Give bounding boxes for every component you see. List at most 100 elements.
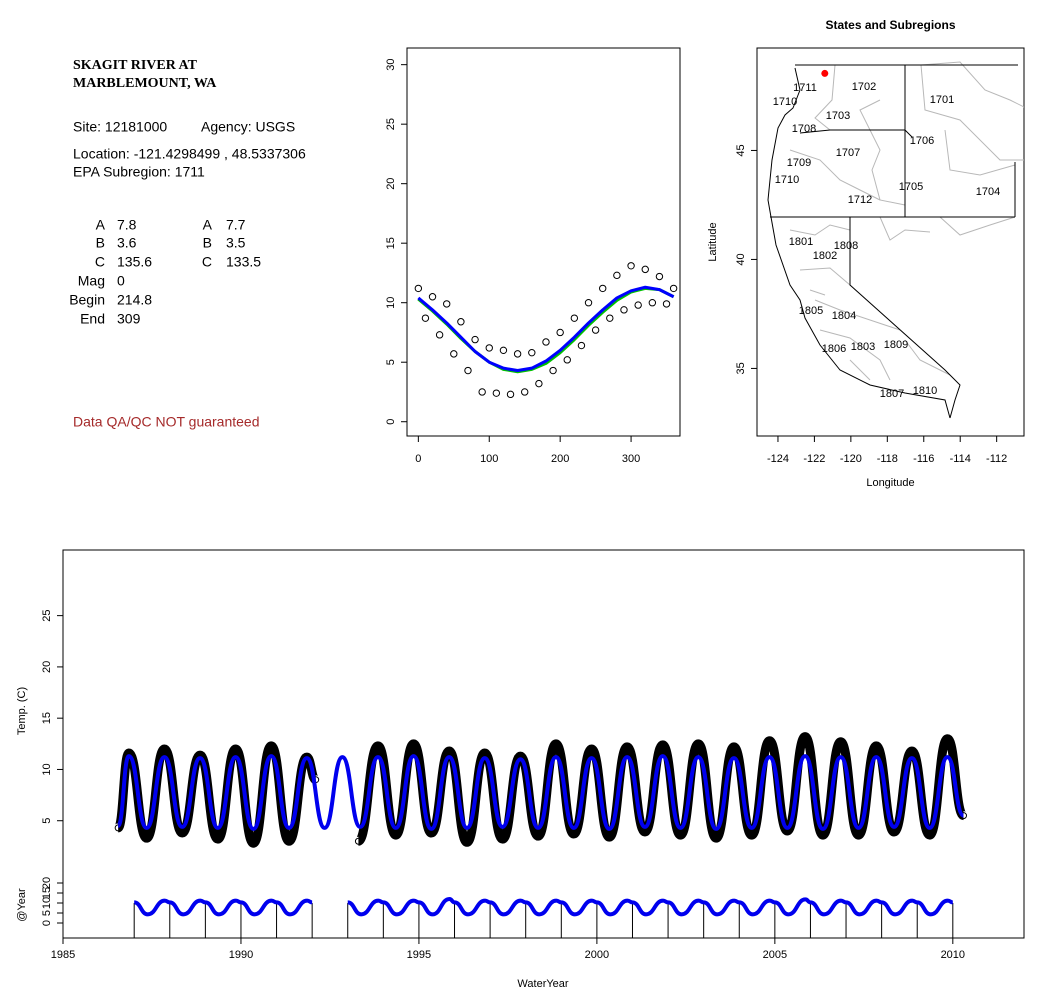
x-tick-label: 300 — [622, 453, 640, 465]
y-tick-label: 10 — [41, 897, 53, 909]
x-tick-label: 1995 — [407, 949, 431, 961]
map-boundaries — [767, 61, 1024, 419]
data-point — [535, 379, 543, 388]
parameter-label: A — [203, 217, 213, 233]
data-point — [143, 834, 151, 842]
data-point — [214, 835, 222, 843]
y-tick-label: 20 — [385, 178, 397, 190]
parameter-value: 133.5 — [226, 254, 261, 270]
x-tick-label: 200 — [551, 453, 569, 465]
parameter-label: Mag — [78, 273, 105, 289]
data-point — [872, 742, 880, 750]
region-label: 1710 — [775, 174, 799, 186]
region-label: 1808 — [834, 240, 858, 252]
region-label: 1703 — [826, 110, 850, 122]
region-label: 1708 — [792, 123, 816, 135]
location: Location: -121.4298499 , 48.5337306 — [73, 146, 306, 162]
region-label: 1809 — [884, 339, 908, 351]
parameter-value: 7.7 — [226, 217, 246, 233]
data-point — [506, 390, 515, 399]
site-marker — [821, 69, 829, 77]
region-label: 1801 — [789, 236, 813, 248]
region-label: 1805 — [799, 305, 823, 317]
data-point — [478, 388, 486, 396]
x-tick-label: 1985 — [51, 949, 75, 961]
x-axis-label: WaterYear — [517, 978, 568, 990]
y-tick-label: 5 — [41, 910, 53, 916]
parameter-value: 309 — [117, 311, 141, 327]
site-id: Site: 12181000 — [73, 119, 167, 135]
y-axis-label: Latitude — [707, 222, 719, 261]
plot-frame — [756, 47, 1025, 437]
data-point — [641, 828, 649, 836]
data-point — [285, 837, 293, 845]
data-point — [160, 745, 168, 753]
data-point — [445, 747, 453, 755]
data-point — [694, 740, 702, 748]
y-axis-label: @Year — [16, 888, 28, 922]
plot-frame — [62, 549, 1025, 939]
x-tick-label: -112 — [986, 453, 1007, 465]
parameter-value: 3.5 — [226, 235, 246, 251]
data-point — [463, 838, 471, 846]
region-label: 1807 — [880, 388, 904, 400]
data-point — [521, 388, 529, 396]
fit-line — [417, 285, 675, 373]
station-title: MARBLEMOUNT, WA — [73, 76, 217, 91]
data-point — [677, 831, 685, 839]
data-point — [659, 741, 667, 749]
region-label: 1702 — [852, 81, 876, 93]
x-tick-label: -120 — [840, 453, 862, 465]
data-point — [641, 265, 649, 274]
data-point — [837, 738, 845, 746]
data-point — [584, 298, 593, 307]
y-tick-label: 25 — [385, 118, 397, 130]
data-point — [534, 832, 542, 840]
data-point — [801, 733, 809, 741]
y-tick-label: 0 — [385, 419, 397, 425]
map-title: States and Subregions — [825, 18, 955, 32]
data-point — [570, 314, 579, 322]
parameter-label: C — [95, 254, 105, 270]
y-tick-label: 5 — [41, 818, 53, 824]
data-point — [528, 348, 536, 357]
parameter-label: A — [96, 217, 106, 233]
data-point — [421, 314, 430, 322]
data-point — [605, 833, 613, 841]
region-label: 1804 — [832, 310, 856, 322]
data-point — [450, 350, 458, 358]
station-title: SKAGIT RIVER AT — [73, 58, 198, 73]
parameter-label: B — [203, 235, 212, 251]
x-tick-label: -118 — [877, 453, 898, 465]
region-label: 1803 — [851, 341, 875, 353]
x-tick-label: 0 — [415, 453, 421, 465]
y-tick-label: 10 — [41, 763, 53, 775]
data-point — [890, 828, 898, 836]
data-point — [499, 835, 507, 843]
data-point — [435, 331, 444, 339]
data-point — [443, 300, 451, 308]
observed-band — [113, 732, 968, 848]
agency: Agency: USGS — [201, 119, 295, 135]
data-point — [606, 314, 614, 322]
x-tick-label: -124 — [767, 453, 789, 465]
x-tick-label: 1990 — [229, 949, 253, 961]
region-label: 1709 — [787, 157, 811, 169]
data-point — [549, 366, 557, 375]
data-point — [485, 344, 493, 352]
data-point — [267, 742, 275, 750]
data-point — [712, 834, 720, 842]
x-tick-label: 2010 — [941, 949, 965, 961]
y-tick-label: 10 — [385, 297, 397, 309]
data-point — [499, 346, 508, 355]
fit-line — [116, 754, 966, 831]
region-label: 1712 — [848, 194, 872, 206]
parameter-value: 135.6 — [117, 254, 152, 270]
y-tick-label: 15 — [41, 712, 53, 724]
parameter-label: Begin — [69, 292, 105, 308]
parameter-label: End — [80, 311, 105, 327]
data-point — [766, 737, 774, 745]
y-tick-label: 40 — [735, 253, 747, 265]
data-point — [249, 839, 257, 847]
